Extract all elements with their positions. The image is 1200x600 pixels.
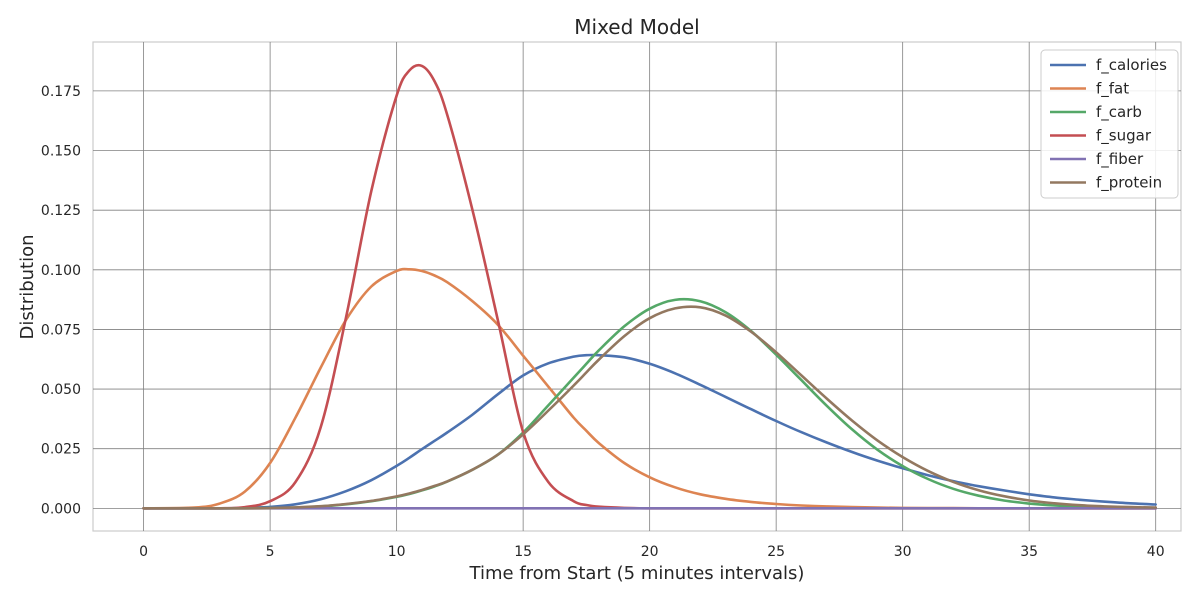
x-tick-label: 30	[894, 544, 912, 560]
legend-label: f_calories	[1096, 56, 1167, 75]
x-tick-label: 25	[767, 544, 785, 560]
x-tick-label: 10	[388, 544, 406, 560]
chart-title: Mixed Model	[574, 15, 699, 39]
x-tick-label: 35	[1020, 544, 1038, 560]
legend-box	[1040, 49, 1179, 199]
legend-item-f-calories: f_calories	[1050, 56, 1167, 75]
legend-item-f-carb: f_carb	[1050, 103, 1142, 122]
y-tick-label: 0.125	[41, 203, 81, 219]
series-line-f-protein	[142, 305, 1157, 510]
legend: f_calories f_fat f_carb f_sugar f_fiber f_pro…	[1040, 49, 1179, 199]
x-tick-label: 0	[139, 544, 148, 560]
x-axis-label: Time from Start (5 minutes intervals)	[469, 563, 805, 584]
legend-label: f_fat	[1096, 80, 1129, 99]
y-tick-label: 0.175	[41, 84, 81, 100]
legend-label: f_sugar	[1096, 127, 1152, 146]
ticks: 0 5 10 15 20 25 30 35 40 0.000 0.025 0.050 0.075 0.10…	[41, 84, 1165, 560]
series-lines	[142, 63, 1157, 510]
x-tick-label: 15	[514, 544, 532, 560]
y-tick-label: 0.100	[41, 263, 81, 279]
legend-label: f_carb	[1096, 103, 1142, 122]
legend-item-f-fiber: f_fiber	[1050, 150, 1144, 169]
y-axis-label: Distribution	[17, 234, 38, 339]
x-tick-label: 5	[266, 544, 275, 560]
legend-label: f_protein	[1096, 174, 1162, 193]
legend-label: f_fiber	[1096, 150, 1144, 169]
plot-area	[92, 41, 1182, 532]
x-tick-label: 20	[641, 544, 659, 560]
y-tick-label: 0.150	[41, 144, 81, 160]
series-line-f-calories	[142, 353, 1157, 510]
y-tick-label: 0.000	[41, 501, 81, 517]
y-tick-label: 0.050	[41, 382, 81, 398]
legend-item-f-protein: f_protein	[1050, 174, 1162, 193]
legend-item-f-fat: f_fat	[1050, 80, 1129, 99]
y-tick-label: 0.025	[41, 442, 81, 458]
y-tick-label: 0.075	[41, 322, 81, 338]
x-tick-label: 40	[1147, 544, 1165, 560]
legend-item-f-sugar: f_sugar	[1050, 127, 1152, 146]
